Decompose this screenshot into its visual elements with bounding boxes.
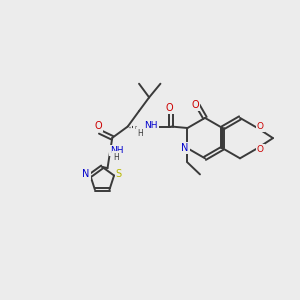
Text: S: S: [116, 169, 122, 179]
Text: H: H: [114, 153, 119, 162]
Text: O: O: [191, 100, 199, 110]
Text: NH: NH: [110, 146, 123, 155]
Text: O: O: [257, 145, 264, 154]
Text: N: N: [182, 143, 189, 153]
Text: NH: NH: [144, 121, 158, 130]
Text: O: O: [257, 122, 264, 131]
Text: H: H: [137, 129, 143, 138]
Text: O: O: [95, 121, 102, 131]
Text: O: O: [166, 103, 173, 113]
Text: N: N: [82, 169, 89, 179]
